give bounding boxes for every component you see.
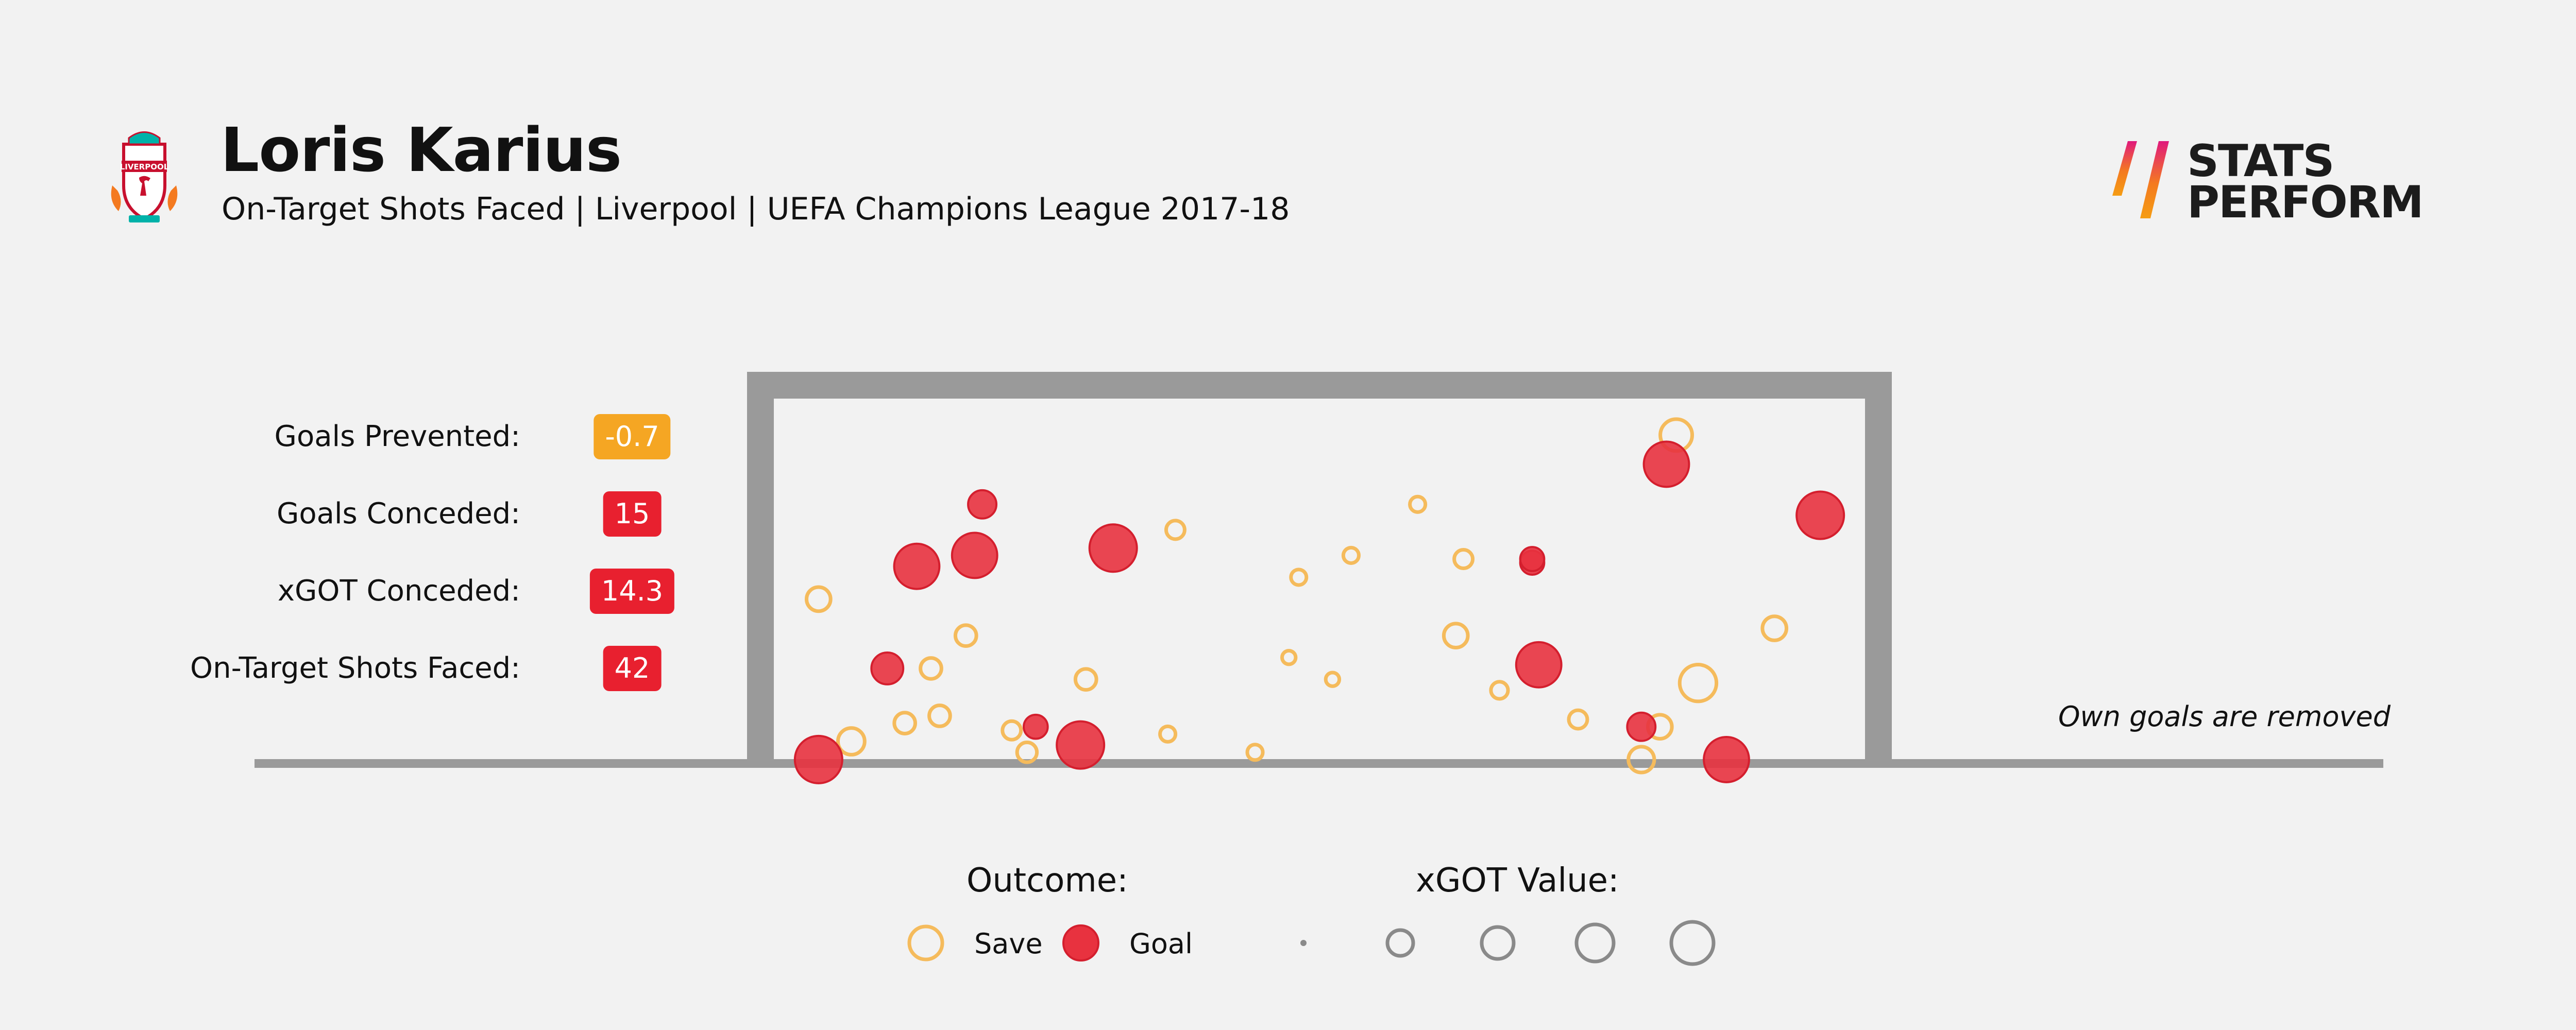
legend-size-marker bbox=[1385, 928, 1415, 958]
shot-point-save bbox=[1452, 548, 1475, 570]
legend-size-marker bbox=[1669, 920, 1716, 966]
xgot-conceded-label: xGOT Conceded: bbox=[277, 574, 520, 608]
shot-point-save bbox=[1626, 745, 1656, 775]
shot-point-goal bbox=[1642, 440, 1690, 488]
legend-xgot-title: xGOT Value: bbox=[1416, 862, 1619, 900]
stats-perform-slash-icon bbox=[2112, 141, 2169, 218]
shot-point-save bbox=[1158, 724, 1178, 744]
shot-point-goal bbox=[793, 734, 843, 784]
legend-outcome-title: Outcome: bbox=[967, 862, 1128, 900]
goal-frame-right-post bbox=[1865, 372, 1892, 763]
shot-point-save bbox=[1760, 614, 1789, 642]
shots-faced-label: On-Target Shots Faced: bbox=[190, 651, 520, 685]
shot-point-goal bbox=[967, 489, 998, 520]
shot-point-save bbox=[919, 656, 943, 681]
shot-point-save bbox=[1567, 708, 1589, 731]
brand-line-perform: PERFORM bbox=[2187, 177, 2424, 228]
crest-ribbon bbox=[129, 215, 160, 222]
shot-point-save bbox=[804, 585, 833, 613]
crest-banner bbox=[122, 161, 167, 172]
shot-point-goal bbox=[1626, 711, 1657, 742]
goals-prevented-label: Goals Prevented: bbox=[274, 420, 520, 453]
shot-point-goal bbox=[1515, 641, 1563, 689]
shots-layer bbox=[793, 417, 1845, 784]
xgot-conceded-badge: 14.3 bbox=[589, 569, 675, 614]
shot-point-save bbox=[1489, 680, 1510, 701]
shot-point-save bbox=[1015, 741, 1039, 764]
goal-line bbox=[255, 759, 2383, 768]
shot-point-save bbox=[892, 711, 918, 735]
slash-left bbox=[2112, 141, 2137, 196]
goals-conceded-badge: 15 bbox=[603, 491, 662, 537]
shot-point-save bbox=[1442, 622, 1470, 650]
crest-flame-left bbox=[111, 185, 121, 211]
shot-point-goal bbox=[951, 531, 998, 579]
shot-point-save bbox=[1073, 667, 1098, 692]
liverpool-crest-icon: LIVERPOOL bbox=[111, 131, 178, 222]
goal-frame-left-post bbox=[747, 372, 774, 763]
own-goals-note: Own goals are removed bbox=[2058, 700, 2391, 733]
goals-conceded-label: Goals Conceded: bbox=[276, 497, 520, 530]
shot-point-save bbox=[953, 623, 978, 648]
shot-point-save bbox=[1280, 648, 1298, 666]
legend-goal-marker bbox=[1062, 924, 1099, 962]
legend-save-label: Save bbox=[974, 928, 1043, 960]
shot-point-save bbox=[927, 703, 952, 728]
crest-text: LIVERPOOL bbox=[120, 162, 169, 171]
shot-point-goal bbox=[1022, 713, 1049, 740]
crest-liverbird bbox=[139, 176, 150, 196]
brand-line-stats: STATS bbox=[2187, 135, 2334, 187]
goal-frame-top bbox=[747, 372, 1892, 399]
legend-layer bbox=[907, 920, 1716, 966]
shot-point-save bbox=[836, 726, 867, 757]
shot-point-goal bbox=[1056, 720, 1106, 770]
page-subtitle: On-Target Shots Faced | Liverpool | UEFA… bbox=[222, 191, 1290, 227]
shot-point-goal bbox=[1795, 490, 1845, 540]
shot-point-save bbox=[1245, 743, 1265, 762]
legend-size-marker bbox=[1574, 922, 1616, 964]
shot-point-goal bbox=[1519, 546, 1546, 572]
shot-point-goal bbox=[1703, 736, 1750, 783]
legend-size-marker bbox=[1300, 940, 1307, 946]
legend-goal-label: Goal bbox=[1129, 928, 1193, 960]
shots-faced-badge: 42 bbox=[603, 646, 662, 691]
slash-right bbox=[2140, 141, 2169, 218]
page-title: Loris Karius bbox=[221, 114, 622, 185]
crest-flame-right bbox=[167, 185, 178, 211]
legend-size-marker bbox=[1480, 925, 1516, 961]
stats-perform-logo: STATS PERFORM bbox=[2107, 135, 2427, 228]
shot-point-save bbox=[1677, 663, 1719, 703]
shot-point-save bbox=[1289, 568, 1309, 587]
shot-point-save bbox=[1164, 519, 1187, 541]
legend-save-marker bbox=[907, 924, 944, 962]
shot-point-goal bbox=[1088, 523, 1138, 573]
shot-point-save bbox=[1408, 494, 1428, 514]
shot-point-save bbox=[1324, 671, 1342, 688]
goals-prevented-badge: -0.7 bbox=[594, 414, 671, 459]
shot-point-save bbox=[1001, 719, 1023, 742]
shot-point-goal bbox=[870, 651, 905, 685]
crest-gate bbox=[128, 131, 161, 145]
shot-point-save bbox=[1341, 545, 1361, 565]
shot-point-goal bbox=[893, 542, 941, 590]
